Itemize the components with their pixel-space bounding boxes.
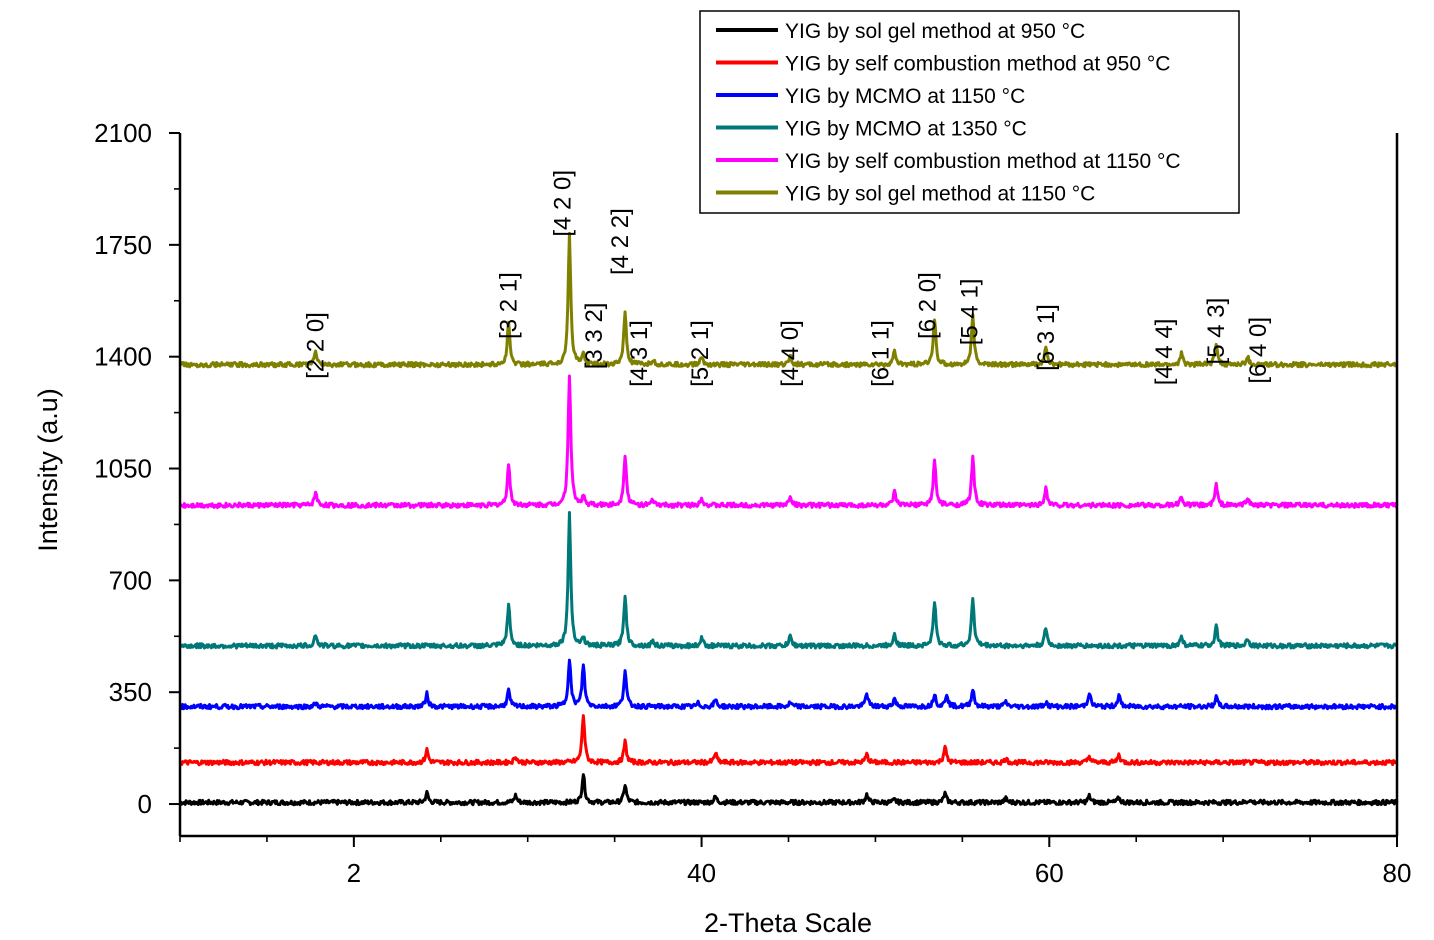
peak-label: [5 4 1]: [956, 279, 983, 346]
peak-label: [6 2 0]: [915, 272, 942, 339]
legend-box: [699, 10, 1240, 214]
legend-label: YIG by sol gel method at 1150 °C: [785, 183, 1095, 206]
peak-label: [5 2 1]: [687, 320, 714, 387]
peak-label: [4 2 2]: [607, 208, 634, 275]
peak-label: [4 3 1]: [626, 320, 653, 387]
series-line-4: [178, 374, 1399, 509]
peak-annotations: [2 2 0] [3 2 1] [4 2 0] [3 3 2] [4 2 2] [4 3 …: [303, 170, 1272, 387]
x-tick-label: 60: [1035, 858, 1064, 888]
y-tick-label: 700: [109, 565, 152, 595]
peak-label: [6 4 0]: [1245, 317, 1272, 384]
series-line-3: [179, 510, 1398, 650]
peak-label: [3 2 1]: [496, 272, 523, 339]
legend: YIG by sol gel method at 950 °C YIG by se…: [699, 10, 1240, 214]
legend-label: YIG by self combustion method at 1150 °C: [785, 150, 1181, 173]
peak-label: [2 2 0]: [303, 312, 330, 379]
series-layer: [178, 231, 1399, 807]
legend-label: YIG by sol gel method at 950 °C: [785, 20, 1085, 43]
peak-label: [4 2 0]: [550, 170, 577, 237]
peak-label: [3 3 2]: [581, 303, 608, 370]
peak-label: [6 3 1]: [1033, 304, 1060, 371]
y-axis-title: Intensity (a.u): [33, 388, 63, 552]
x-tick-label: 2: [347, 858, 361, 888]
peak-label: [4 4 0]: [777, 320, 804, 387]
axes: 2 40 60 80 0 350 700 1050 1400 1750 2100: [94, 118, 1411, 888]
series-line-0: [179, 773, 1399, 807]
y-tick-label: 1400: [94, 342, 152, 372]
series-line-2: [179, 658, 1399, 711]
legend-label: YIG by MCMO at 1350 °C: [785, 118, 1027, 141]
y-tick-label: 350: [109, 677, 152, 707]
y-tick-label: 1750: [94, 230, 152, 260]
x-tick-label: 80: [1383, 858, 1412, 888]
series-line-1: [178, 714, 1399, 767]
peak-label: [6 1 1]: [868, 320, 895, 387]
x-axis-title: 2-Theta Scale: [704, 908, 872, 938]
y-tick-label: 1050: [94, 454, 152, 484]
legend-label: YIG by self combustion method at 950 °C: [785, 53, 1170, 76]
series-line-5: [178, 231, 1399, 369]
peak-label: [4 4 4]: [1151, 319, 1178, 386]
peak-label: [5 4 3]: [1203, 298, 1230, 365]
legend-label: YIG by MCMO at 1150 °C: [785, 85, 1025, 108]
x-tick-label: 40: [687, 858, 716, 888]
y-tick-label: 0: [138, 789, 152, 819]
y-tick-label: 2100: [94, 118, 152, 148]
